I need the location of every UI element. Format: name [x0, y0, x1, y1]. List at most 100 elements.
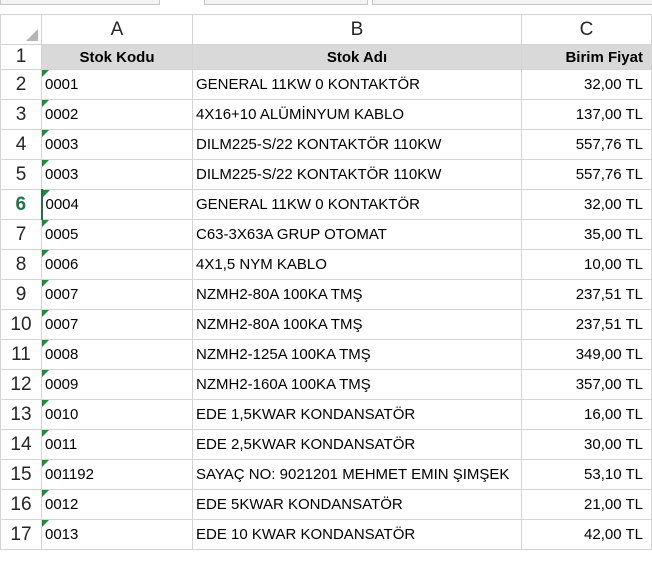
error-indicator-icon [42, 520, 49, 527]
cell-stok-kodu[interactable]: 0003 [41, 159, 193, 190]
cell-birim-fiyat[interactable]: 32,00 TL [521, 189, 652, 220]
cell-stok-adi[interactable]: EDE 1,5KWAR KONDANSATÖR [192, 399, 522, 430]
cell-birim-fiyat[interactable]: 30,00 TL [521, 429, 652, 460]
cell-birim-fiyat[interactable]: 357,00 TL [521, 369, 652, 400]
error-indicator-icon [42, 160, 49, 167]
table-row: 11 0008 NZMH2-125A 100KA TMŞ 349,00 TL [0, 339, 652, 370]
cell-text: 0003 [45, 136, 79, 153]
cell-stok-adi[interactable]: DILM225-S/22 KONTAKTÖR 110KW [192, 129, 522, 160]
cell-birim-fiyat[interactable]: 349,00 TL [521, 339, 652, 370]
cell-birim-fiyat[interactable]: 32,00 TL [521, 69, 652, 100]
cell-stok-kodu[interactable]: 0001 [41, 69, 193, 100]
row-header[interactable]: 13 [0, 399, 42, 430]
table-row: 6 0004 GENERAL 11KW 0 KONTAKTÖR 32,00 TL [0, 189, 652, 220]
cell-stok-adi[interactable]: EDE 2,5KWAR KONDANSATÖR [192, 429, 522, 460]
row-header[interactable]: 12 [0, 369, 42, 400]
table-row: 5 0003 DILM225-S/22 KONTAKTÖR 110KW 557,76 … [0, 159, 652, 190]
error-indicator-icon [42, 100, 49, 107]
cell-stok-kodu[interactable]: 0007 [41, 279, 193, 310]
cell-stok-kodu[interactable]: 0006 [41, 249, 193, 280]
cell-birim-fiyat[interactable]: 137,00 TL [521, 99, 652, 130]
cell-stok-kodu[interactable]: 001192 [41, 459, 193, 490]
row-header[interactable]: 7 [0, 219, 42, 250]
row-header[interactable]: 8 [0, 249, 42, 280]
row-header[interactable]: 9 [0, 279, 42, 310]
cell-text: 0001 [45, 76, 79, 93]
cell-birim-fiyat[interactable]: 10,00 TL [521, 249, 652, 280]
cell-text: 0004 [45, 196, 79, 213]
cell-stok-kodu[interactable]: 0009 [41, 369, 193, 400]
cell-stok-kodu[interactable]: 0008 [41, 339, 193, 370]
table-row: 16 0012 EDE 5KWAR KONDANSATÖR 21,00 TL [0, 489, 652, 520]
toolbar-edge [0, 0, 652, 6]
cell-stok-kodu[interactable]: 0004 [41, 189, 193, 220]
cell-stok-kodu[interactable]: 0003 [41, 129, 193, 160]
column-header-b[interactable]: B [192, 14, 522, 45]
error-indicator-icon [42, 400, 49, 407]
row-header[interactable]: 6 [0, 189, 43, 220]
cell-birim-fiyat[interactable]: 42,00 TL [521, 519, 652, 550]
table-row: 8 0006 4X1,5 NYM KABLO 10,00 TL [0, 249, 652, 280]
header-cell-stok-adi[interactable]: Stok Adı [192, 44, 522, 70]
table-row: 14 0011 EDE 2,5KWAR KONDANSATÖR 30,00 TL [0, 429, 652, 460]
select-all-corner[interactable] [0, 14, 42, 45]
row-header[interactable]: 11 [0, 339, 42, 370]
cell-stok-adi[interactable]: NZMH2-80A 100KA TMŞ [192, 279, 522, 310]
cell-birim-fiyat[interactable]: 557,76 TL [521, 129, 652, 160]
cell-stok-adi[interactable]: SAYAÇ NO: 9021201 MEHMET EMIN ŞIMŞEK [192, 459, 522, 490]
cell-birim-fiyat[interactable]: 21,00 TL [521, 489, 652, 520]
cell-stok-adi[interactable]: NZMH2-80A 100KA TMŞ [192, 309, 522, 340]
table-row: 3 0002 4X16+10 ALÜMİNYUM KABLO 137,00 TL [0, 99, 652, 130]
cell-stok-adi[interactable]: DILM225-S/22 KONTAKTÖR 110KW [192, 159, 522, 190]
tab-edge-right [372, 0, 652, 5]
header-cell-birim-fiyat[interactable]: Birim Fiyat [521, 44, 652, 70]
table-row: 2 0001 GENERAL 11KW 0 KONTAKTÖR 32,00 TL [0, 69, 652, 100]
cell-stok-kodu[interactable]: 0002 [41, 99, 193, 130]
cell-stok-adi[interactable]: GENERAL 11KW 0 KONTAKTÖR [192, 189, 522, 220]
row-header[interactable]: 15 [0, 459, 42, 490]
cell-birim-fiyat[interactable]: 53,10 TL [521, 459, 652, 490]
cell-stok-adi[interactable]: NZMH2-125A 100KA TMŞ [192, 339, 522, 370]
cell-stok-kodu[interactable]: 0013 [41, 519, 193, 550]
row-header[interactable]: 5 [0, 159, 42, 190]
error-indicator-icon [42, 190, 50, 197]
row-header[interactable]: 2 [0, 69, 42, 100]
spreadsheet-grid: A B C 1 Stok Kodu Stok Adı Birim Fiyat 2… [0, 14, 652, 550]
cell-birim-fiyat[interactable]: 237,51 TL [521, 309, 652, 340]
row-header[interactable]: 16 [0, 489, 42, 520]
cell-birim-fiyat[interactable]: 237,51 TL [521, 279, 652, 310]
cell-stok-kodu[interactable]: 0011 [41, 429, 193, 460]
cell-text: 0013 [45, 526, 79, 543]
row-header[interactable]: 4 [0, 129, 42, 160]
cell-stok-kodu[interactable]: 0010 [41, 399, 193, 430]
cell-stok-kodu[interactable]: 0012 [41, 489, 193, 520]
cell-birim-fiyat[interactable]: 557,76 TL [521, 159, 652, 190]
error-indicator-icon [42, 220, 49, 227]
cell-stok-adi[interactable]: EDE 10 KWAR KONDANSATÖR [192, 519, 522, 550]
cell-stok-adi[interactable]: 4X16+10 ALÜMİNYUM KABLO [192, 99, 522, 130]
error-indicator-icon [42, 490, 49, 497]
row-header[interactable]: 17 [0, 519, 42, 550]
cell-text: 0010 [45, 406, 79, 423]
cell-birim-fiyat[interactable]: 35,00 TL [521, 219, 652, 250]
cell-stok-adi[interactable]: EDE 5KWAR KONDANSATÖR [192, 489, 522, 520]
tab-edge-middle [204, 0, 368, 5]
cell-stok-adi[interactable]: GENERAL 11KW 0 KONTAKTÖR [192, 69, 522, 100]
row-header[interactable]: 14 [0, 429, 42, 460]
row-header[interactable]: 3 [0, 99, 42, 130]
cell-text: 0005 [45, 226, 79, 243]
row-header[interactable]: 10 [0, 309, 42, 340]
cell-stok-adi[interactable]: 4X1,5 NYM KABLO [192, 249, 522, 280]
cell-stok-adi[interactable]: C63-3X63A GRUP OTOMAT [192, 219, 522, 250]
table-row: 10 0007 NZMH2-80A 100KA TMŞ 237,51 TL [0, 309, 652, 340]
cell-stok-kodu[interactable]: 0007 [41, 309, 193, 340]
row-header[interactable]: 1 [0, 44, 42, 70]
header-cell-stok-kodu[interactable]: Stok Kodu [41, 44, 193, 70]
table-row: 4 0003 DILM225-S/22 KONTAKTÖR 110KW 557,76 … [0, 129, 652, 160]
cell-stok-kodu[interactable]: 0005 [41, 219, 193, 250]
cell-birim-fiyat[interactable]: 16,00 TL [521, 399, 652, 430]
column-header-a[interactable]: A [41, 14, 193, 45]
table-row: 9 0007 NZMH2-80A 100KA TMŞ 237,51 TL [0, 279, 652, 310]
column-header-c[interactable]: C [521, 14, 652, 45]
cell-stok-adi[interactable]: NZMH2-160A 100KA TMŞ [192, 369, 522, 400]
